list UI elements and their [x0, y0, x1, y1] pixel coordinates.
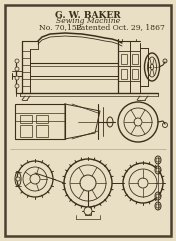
Bar: [15, 104, 65, 139]
Bar: [132, 69, 138, 79]
Bar: [121, 69, 127, 79]
Circle shape: [15, 59, 19, 63]
Bar: [132, 54, 138, 64]
Circle shape: [84, 207, 92, 215]
Circle shape: [156, 204, 160, 208]
Polygon shape: [65, 104, 100, 139]
Text: G. W. BAKER: G. W. BAKER: [55, 11, 121, 20]
Circle shape: [15, 84, 19, 88]
Circle shape: [16, 177, 20, 181]
Circle shape: [156, 158, 160, 162]
Circle shape: [80, 175, 96, 191]
Circle shape: [134, 118, 142, 126]
Bar: [121, 54, 127, 64]
Circle shape: [15, 67, 19, 71]
Circle shape: [30, 174, 40, 184]
Text: Sewing Machine: Sewing Machine: [56, 17, 120, 25]
Circle shape: [15, 76, 19, 80]
Ellipse shape: [150, 64, 153, 70]
Text: No. 70,152: No. 70,152: [39, 23, 81, 31]
Bar: [20, 115, 32, 123]
Bar: [85, 207, 91, 215]
Bar: [36, 125, 48, 137]
Bar: [20, 125, 32, 137]
Bar: [36, 115, 48, 123]
Circle shape: [156, 168, 160, 172]
Text: Patented Oct. 29, 1867: Patented Oct. 29, 1867: [76, 23, 164, 31]
Circle shape: [138, 178, 148, 188]
Circle shape: [156, 194, 160, 198]
